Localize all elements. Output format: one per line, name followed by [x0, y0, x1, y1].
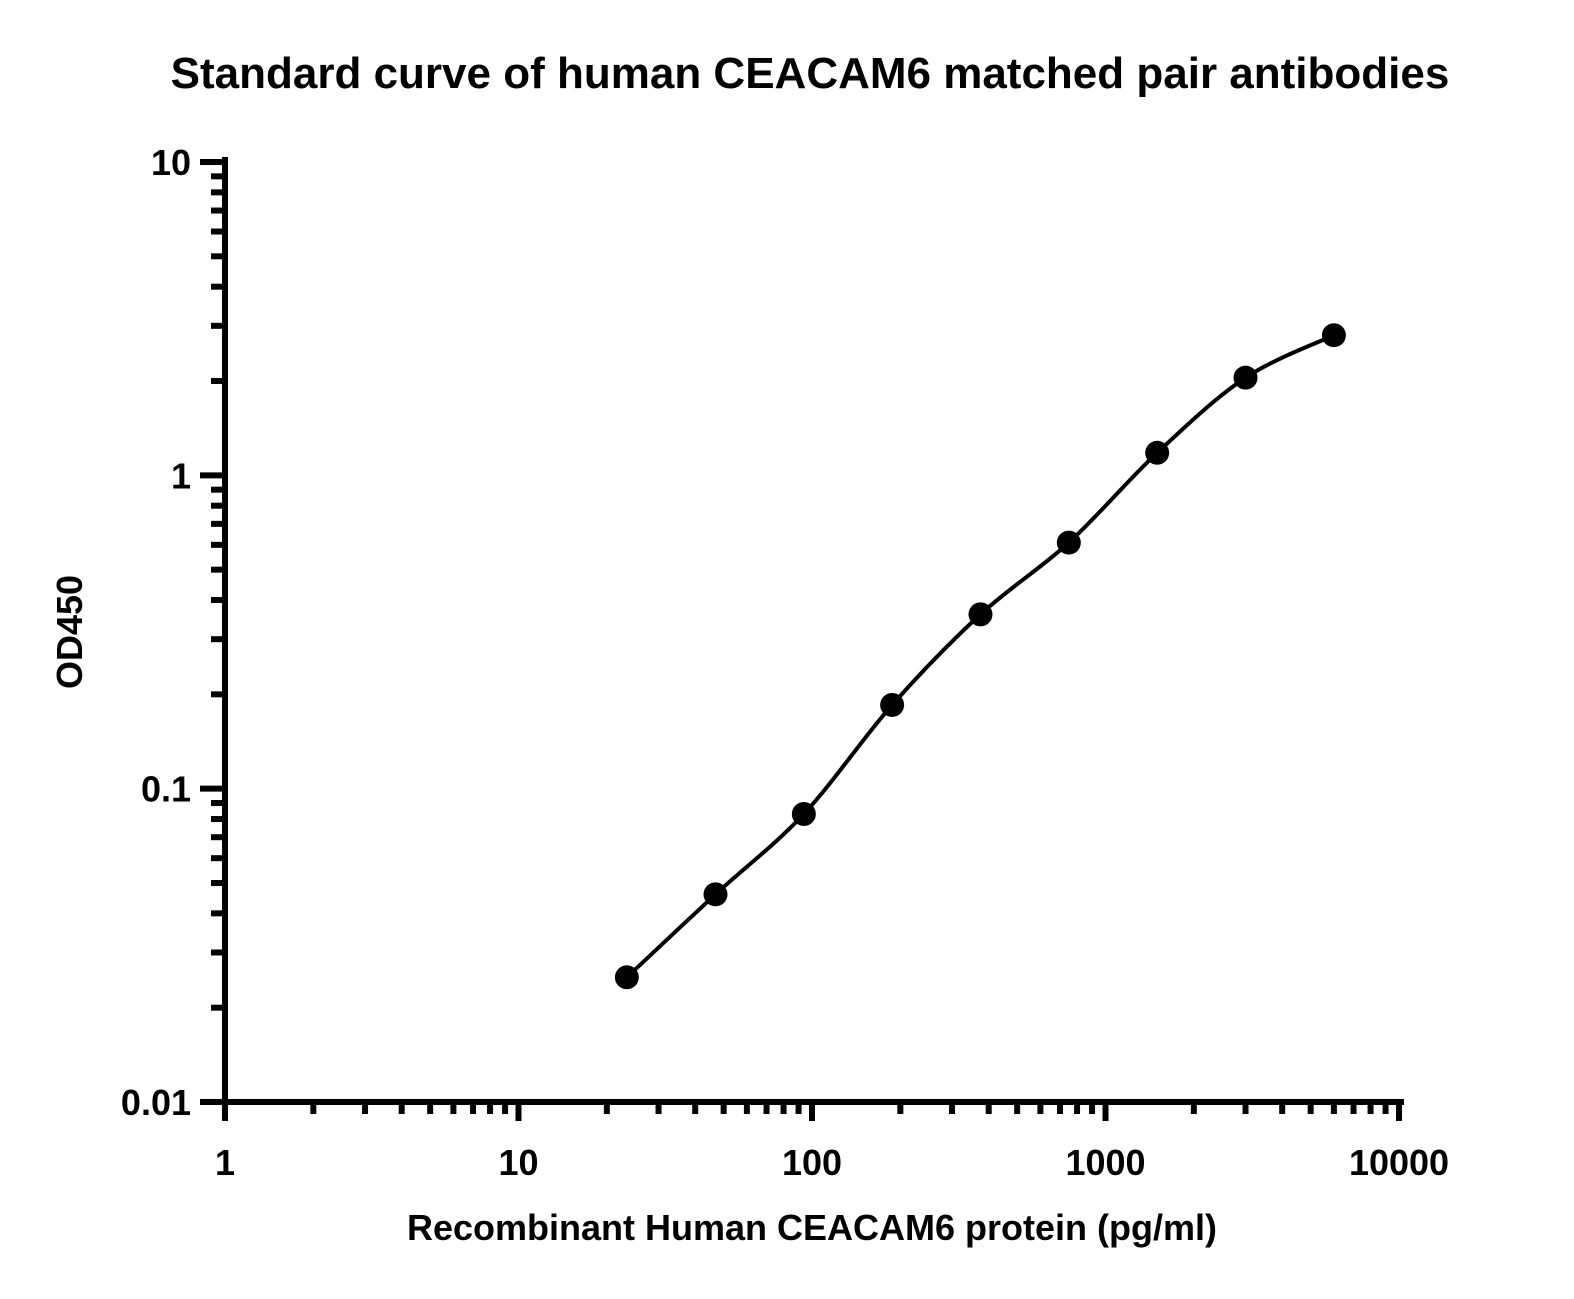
data-point: [1145, 440, 1170, 465]
x-tick-label: 1000: [1065, 1142, 1145, 1183]
data-point: [614, 965, 639, 990]
data-point: [880, 692, 905, 717]
data-points: [614, 323, 1346, 990]
chart-title: Standard curve of human CEACAM6 matched …: [171, 49, 1450, 98]
x-tick-label: 100: [782, 1142, 842, 1183]
data-point: [1056, 530, 1081, 555]
x-tick-label: 10000: [1349, 1142, 1449, 1183]
y-axis-label: OD450: [49, 575, 90, 689]
data-point: [791, 802, 816, 827]
data-point: [1233, 365, 1258, 390]
axes: [222, 157, 1404, 1105]
x-ticks: [222, 1102, 1402, 1121]
y-ticks: [200, 159, 225, 1105]
data-point: [703, 882, 728, 907]
y-tick-labels: 0.01 0.1 1 10: [121, 142, 191, 1123]
x-tick-label: 1: [215, 1142, 235, 1183]
y-tick-label: 1: [171, 455, 191, 496]
y-tick-label: 10: [151, 142, 191, 183]
data-point: [1321, 323, 1346, 348]
fit-curve: [625, 333, 1335, 979]
data-point: [968, 602, 993, 627]
y-tick-label: 0.1: [141, 769, 191, 810]
x-tick-labels: 1 10 100 1000 10000: [215, 1142, 1449, 1183]
y-tick-label: 0.01: [121, 1082, 191, 1123]
x-tick-label: 10: [498, 1142, 538, 1183]
x-axis-label: Recombinant Human CEACAM6 protein (pg/ml…: [407, 1207, 1217, 1248]
